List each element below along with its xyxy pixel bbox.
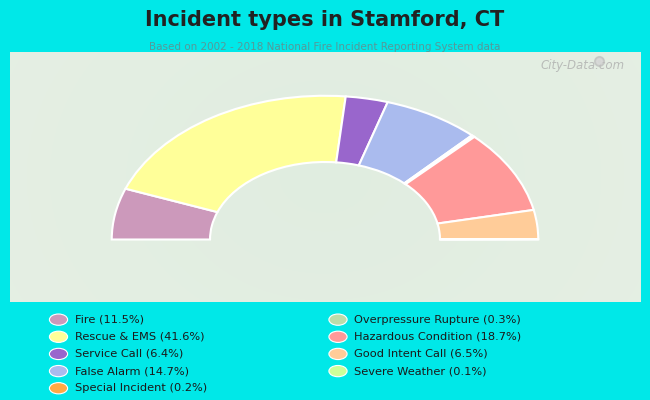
Text: Good Intent Call (6.5%): Good Intent Call (6.5%) (354, 349, 488, 359)
Text: Severe Weather (0.1%): Severe Weather (0.1%) (354, 366, 487, 376)
Text: City-Data.com: City-Data.com (540, 60, 625, 72)
Ellipse shape (49, 366, 68, 377)
Text: Fire (11.5%): Fire (11.5%) (75, 315, 144, 325)
Text: Overpressure Rupture (0.3%): Overpressure Rupture (0.3%) (354, 315, 521, 325)
Wedge shape (336, 96, 387, 166)
Ellipse shape (329, 314, 347, 325)
Wedge shape (359, 102, 472, 183)
Ellipse shape (49, 348, 68, 360)
Wedge shape (405, 136, 474, 184)
Text: Service Call (6.4%): Service Call (6.4%) (75, 349, 183, 359)
Ellipse shape (49, 383, 68, 394)
Ellipse shape (329, 366, 347, 377)
Text: False Alarm (14.7%): False Alarm (14.7%) (75, 366, 188, 376)
Text: Incident types in Stamford, CT: Incident types in Stamford, CT (146, 10, 504, 30)
Ellipse shape (329, 348, 347, 360)
Text: Based on 2002 - 2018 National Fire Incident Reporting System data: Based on 2002 - 2018 National Fire Incid… (150, 42, 500, 52)
Wedge shape (125, 96, 346, 212)
Wedge shape (440, 239, 538, 240)
Ellipse shape (49, 331, 68, 342)
Text: Rescue & EMS (41.6%): Rescue & EMS (41.6%) (75, 332, 204, 342)
Ellipse shape (329, 331, 347, 342)
Wedge shape (437, 210, 538, 239)
Wedge shape (112, 189, 218, 240)
Wedge shape (404, 135, 473, 184)
Ellipse shape (49, 314, 68, 325)
Wedge shape (406, 137, 534, 224)
Text: Hazardous Condition (18.7%): Hazardous Condition (18.7%) (354, 332, 521, 342)
Text: Special Incident (0.2%): Special Incident (0.2%) (75, 383, 207, 393)
